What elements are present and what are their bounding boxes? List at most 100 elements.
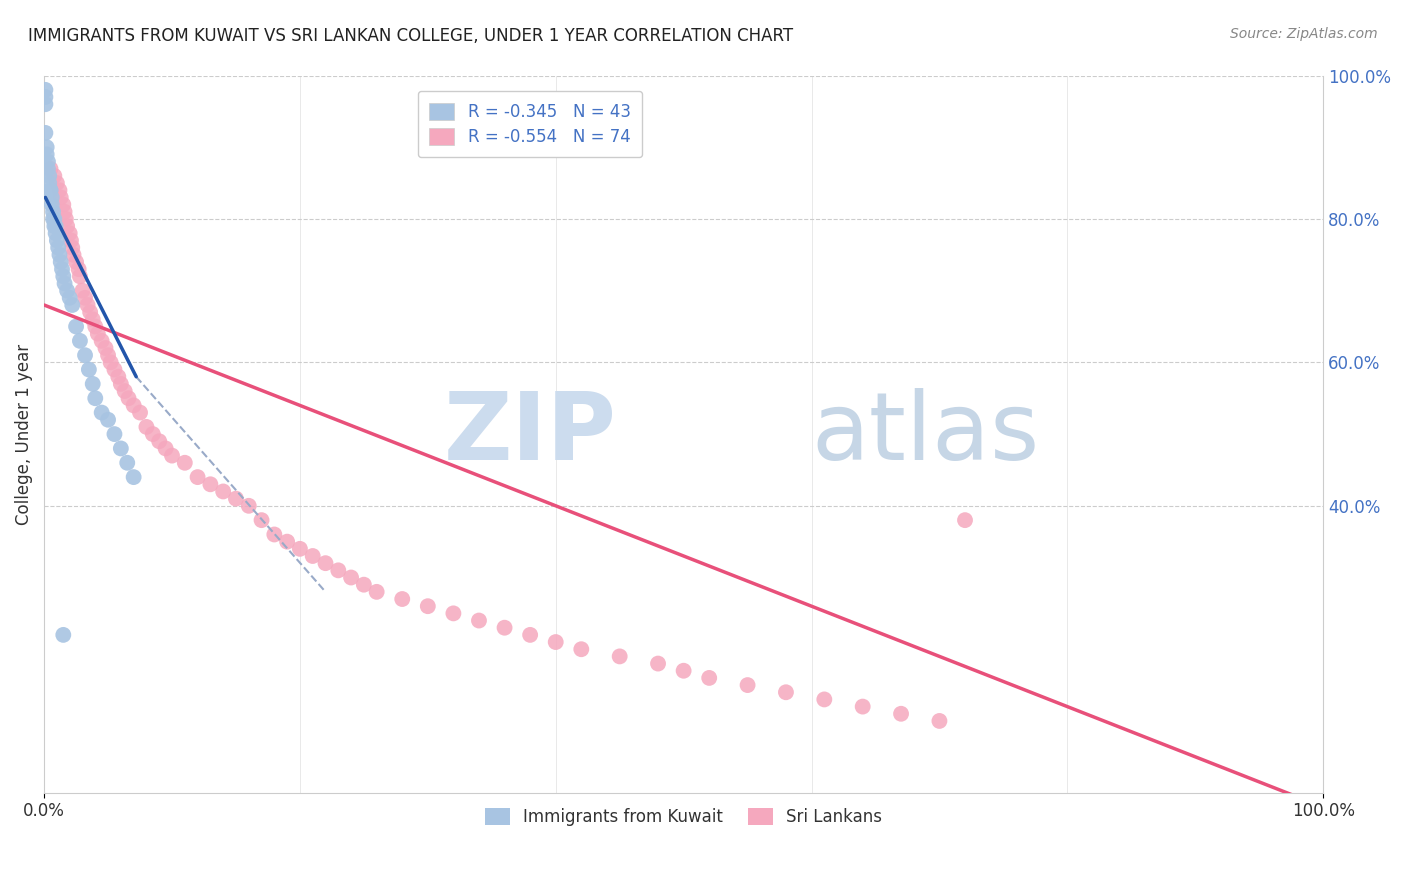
Point <box>55 211 77 226</box>
Point <box>41 197 63 211</box>
Point <box>353 577 375 591</box>
Point <box>87 326 110 341</box>
Point <box>225 491 247 506</box>
Point <box>53 277 76 291</box>
Point <box>155 442 177 456</box>
Point <box>52 628 75 642</box>
Point <box>173 456 195 470</box>
Point <box>82 376 104 391</box>
Point <box>441 607 464 621</box>
Point <box>328 563 350 577</box>
Point <box>38 169 60 183</box>
Point <box>53 204 76 219</box>
Point <box>697 671 720 685</box>
Point <box>97 413 120 427</box>
Point <box>62 248 84 262</box>
Point <box>647 657 669 671</box>
Point <box>890 706 912 721</box>
Point <box>84 391 107 405</box>
Point <box>35 140 58 154</box>
Point <box>60 298 83 312</box>
Point <box>544 635 567 649</box>
Point <box>672 664 695 678</box>
Point <box>59 234 82 248</box>
Point <box>39 183 62 197</box>
Point <box>315 556 337 570</box>
Point <box>142 427 165 442</box>
Text: Source: ZipAtlas.com: Source: ZipAtlas.com <box>1230 27 1378 41</box>
Point <box>59 291 82 305</box>
Point <box>48 183 70 197</box>
Point <box>44 169 66 183</box>
Point <box>250 513 273 527</box>
Point <box>35 147 58 161</box>
Point <box>73 348 96 362</box>
Point <box>42 204 65 219</box>
Point <box>953 513 976 527</box>
Point <box>110 376 132 391</box>
Point <box>122 398 145 412</box>
Point <box>49 190 72 204</box>
Point <box>129 406 152 420</box>
Point <box>737 678 759 692</box>
Point <box>114 384 136 398</box>
Point <box>94 341 117 355</box>
Point <box>39 183 62 197</box>
Point <box>37 161 59 176</box>
Point <box>416 599 439 614</box>
Point <box>51 262 73 277</box>
Point <box>73 291 96 305</box>
Point <box>52 197 75 211</box>
Text: ZIP: ZIP <box>444 388 617 480</box>
Point <box>77 362 100 376</box>
Point <box>852 699 875 714</box>
Point <box>103 427 125 442</box>
Point <box>34 97 56 112</box>
Point <box>69 269 91 284</box>
Legend: Immigrants from Kuwait, Sri Lankans: Immigrants from Kuwait, Sri Lankans <box>477 800 891 835</box>
Point <box>37 154 59 169</box>
Point <box>110 442 132 456</box>
Point <box>45 219 67 233</box>
Point <box>100 355 122 369</box>
Point <box>301 549 323 563</box>
Point <box>34 126 56 140</box>
Point <box>34 83 56 97</box>
Point <box>468 614 491 628</box>
Point <box>135 420 157 434</box>
Point <box>263 527 285 541</box>
Point <box>39 161 62 176</box>
Point <box>52 269 75 284</box>
Point <box>238 499 260 513</box>
Point <box>160 449 183 463</box>
Point <box>60 241 83 255</box>
Point <box>65 255 87 269</box>
Point <box>46 241 69 255</box>
Point <box>56 219 79 233</box>
Point <box>42 211 65 226</box>
Point <box>519 628 541 642</box>
Point <box>72 284 94 298</box>
Point <box>65 319 87 334</box>
Point <box>45 176 67 190</box>
Point <box>187 470 209 484</box>
Point <box>212 484 235 499</box>
Text: atlas: atlas <box>811 388 1040 480</box>
Point <box>569 642 592 657</box>
Y-axis label: College, Under 1 year: College, Under 1 year <box>15 343 32 524</box>
Text: IMMIGRANTS FROM KUWAIT VS SRI LANKAN COLLEGE, UNDER 1 YEAR CORRELATION CHART: IMMIGRANTS FROM KUWAIT VS SRI LANKAN COL… <box>28 27 793 45</box>
Point <box>90 334 112 348</box>
Point <box>59 227 82 241</box>
Point <box>200 477 222 491</box>
Point <box>103 362 125 376</box>
Point <box>366 585 388 599</box>
Point <box>391 592 413 607</box>
Point <box>34 90 56 104</box>
Point <box>117 456 139 470</box>
Point <box>775 685 797 699</box>
Point <box>813 692 835 706</box>
Point <box>45 234 67 248</box>
Point <box>107 369 129 384</box>
Point <box>45 227 67 241</box>
Point <box>48 248 70 262</box>
